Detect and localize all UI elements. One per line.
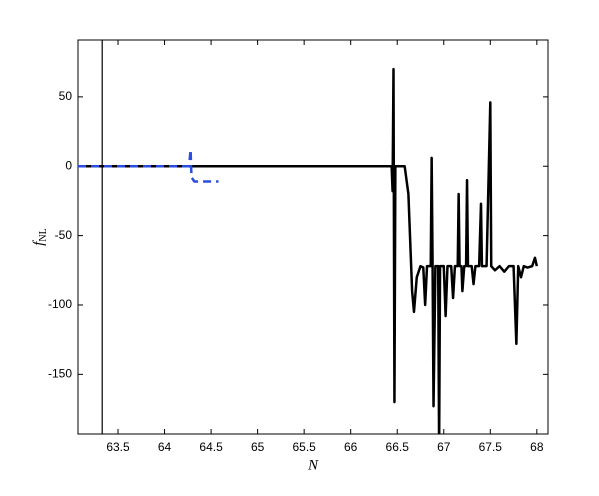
x-tick-label: 66 [344, 440, 358, 454]
x-tick-label: 67 [437, 440, 451, 454]
data-line [78, 67, 539, 434]
x-axis-label: N [307, 457, 319, 473]
y-tick-label: -50 [55, 228, 73, 242]
data-line [78, 148, 219, 183]
y-axis-label: fNL [31, 228, 49, 246]
y-tick-label: 50 [59, 89, 73, 103]
y-label-sub: NL [38, 228, 49, 241]
y-tick-label: -150 [48, 367, 72, 381]
y-label-base: f [31, 240, 47, 246]
y-tick-label: 0 [65, 158, 72, 172]
x-tick-label: 68 [530, 440, 544, 454]
x-tick-label: 63.5 [106, 440, 130, 454]
x-tick-label: 65 [251, 440, 265, 454]
x-tick-label: 64 [158, 440, 172, 454]
x-tick-label: 67.5 [479, 440, 503, 454]
x-tick-label: 66.5 [386, 440, 410, 454]
x-tick-label: 65.5 [292, 440, 316, 454]
y-tick-label: -100 [48, 297, 72, 311]
x-tick-label: 64.5 [199, 440, 223, 454]
plot-frame [77, 39, 549, 435]
